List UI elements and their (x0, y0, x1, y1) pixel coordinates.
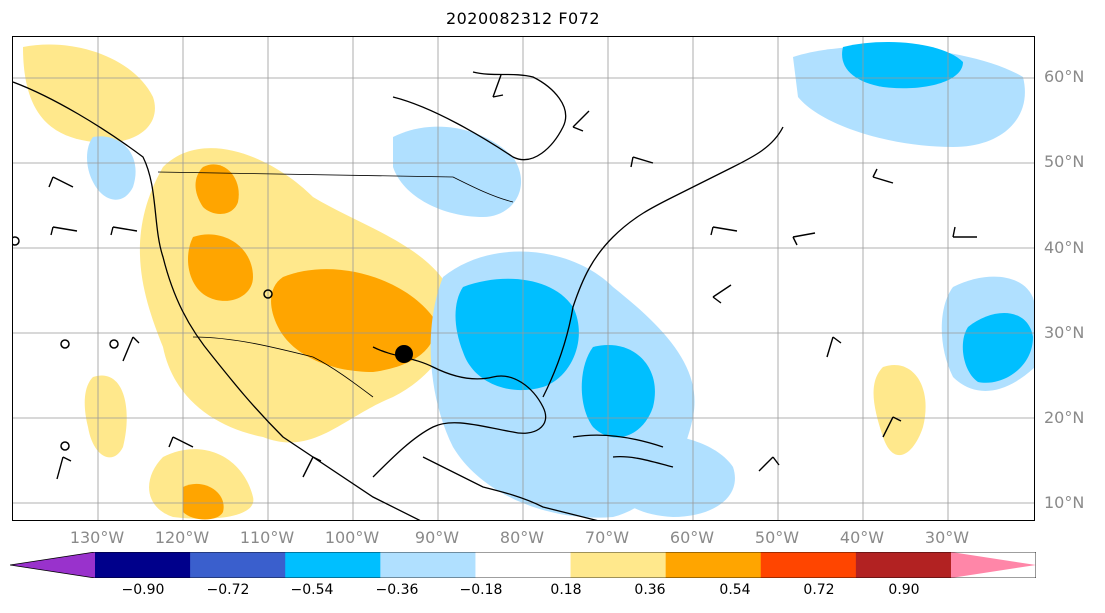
colorbar-tick-label: 0.36 (634, 582, 666, 598)
colorbar-tick-label: 0.54 (719, 582, 751, 598)
calm-circle (60, 339, 70, 349)
colorbar-tick-label: 0.72 (803, 582, 835, 598)
wind-barb (792, 232, 816, 246)
forecast-map (13, 37, 1034, 520)
positive-region-pacific (84, 375, 127, 458)
negative-strong-se-us (455, 278, 579, 391)
colorbar-tick-label: −0.36 (375, 582, 419, 598)
positive-region-atlantic (873, 365, 926, 456)
positive-anomaly-shading (23, 44, 926, 520)
negative-region-pacific-nw (87, 136, 136, 200)
colorbar-segment (855, 552, 952, 578)
wind-barb (572, 110, 590, 132)
wind-barb (302, 456, 322, 478)
lon-label: 40°W (839, 528, 885, 547)
colorbar-tick-label: 0.90 (888, 582, 920, 598)
wind-barb (50, 226, 78, 236)
coast-gulf (372, 346, 547, 478)
wind-barb (110, 226, 138, 236)
negative-strong-ne (842, 42, 963, 89)
lon-label: 70°W (584, 528, 630, 547)
colorbar-tick-label: −0.54 (290, 582, 334, 598)
coast-central-america (422, 456, 598, 520)
colorbar-extend-low (10, 552, 95, 578)
lat-label: 20°N (1044, 408, 1085, 427)
lon-label: 50°W (754, 528, 800, 547)
location-marker (395, 345, 413, 363)
colorbar-segment (570, 552, 667, 578)
wind-barb (492, 74, 504, 98)
calm-circle (109, 339, 119, 349)
colorbar-tick-label: −0.72 (206, 582, 250, 598)
graticule (13, 37, 1034, 520)
negative-region-caribbean (605, 433, 735, 517)
calm-circle (13, 236, 20, 246)
lon-label: 100°W (324, 528, 380, 547)
calm-circle (60, 441, 70, 451)
calm-circle (263, 289, 273, 299)
wind-barb (630, 156, 654, 168)
coastlines (13, 71, 784, 520)
positive-strong-south (183, 483, 224, 520)
lon-label: 120°W (154, 528, 210, 547)
colorbar-tick-label: −0.18 (459, 582, 503, 598)
negative-strong-atlantic-east (962, 313, 1033, 383)
coast-hudson (392, 71, 567, 161)
wind-barb (882, 416, 902, 438)
colorbar-segment (95, 552, 191, 578)
colorbar-tick-label: 0.18 (550, 582, 582, 598)
lon-label: 90°W (414, 528, 460, 547)
lon-label: 80°W (499, 528, 545, 547)
lon-label: 110°W (239, 528, 295, 547)
colorbar-segment (285, 552, 381, 578)
wind-barbs (48, 74, 977, 480)
wind-barb (712, 284, 732, 304)
colorbar-segment (475, 552, 572, 578)
colorbar (10, 552, 1036, 578)
positive-strong-rockies (195, 164, 239, 214)
wind-barb (48, 176, 74, 188)
lon-label: 60°W (669, 528, 715, 547)
colorbar-segment (665, 552, 762, 578)
colorbar-outline (10, 552, 1036, 578)
lat-label: 50°N (1044, 152, 1085, 171)
map-title: 2020082312 F072 (445, 9, 601, 28)
colorbar-segment (760, 552, 857, 578)
coast-atlantic (542, 126, 784, 398)
wind-barb (122, 336, 140, 362)
positive-strong-sw (188, 234, 253, 301)
lat-label: 40°N (1044, 238, 1085, 257)
negative-strong-gulf (581, 345, 655, 438)
wind-barb (710, 226, 738, 236)
wind-barb (56, 456, 72, 480)
map-panel (12, 36, 1035, 521)
lat-label: 30°N (1044, 323, 1085, 342)
lon-label: 30°W (924, 528, 970, 547)
wind-barb (952, 226, 977, 238)
colorbar-segment (380, 552, 476, 578)
coast-caribbean-islands (572, 434, 674, 468)
negative-anomaly-shading (87, 42, 1034, 518)
colorbar-segments (10, 552, 1036, 578)
colorbar-extend-high (951, 552, 1036, 578)
wind-barb (872, 168, 894, 184)
calm-circles (13, 236, 273, 451)
lat-label: 60°N (1044, 67, 1085, 86)
us-mexico-border (192, 336, 374, 398)
us-canada-border (157, 171, 514, 203)
colorbar-tick-label: −0.90 (121, 582, 165, 598)
wind-barb (826, 336, 842, 358)
wind-barb (758, 456, 780, 472)
colorbar-segment (190, 552, 286, 578)
positive-region-south (149, 449, 254, 519)
coast-north-america-west (13, 81, 421, 520)
lon-label: 130°W (69, 528, 125, 547)
wind-barb (168, 436, 194, 448)
negative-region-north (393, 126, 522, 217)
positive-region-nw (23, 44, 155, 143)
lat-label: 10°N (1044, 493, 1085, 512)
